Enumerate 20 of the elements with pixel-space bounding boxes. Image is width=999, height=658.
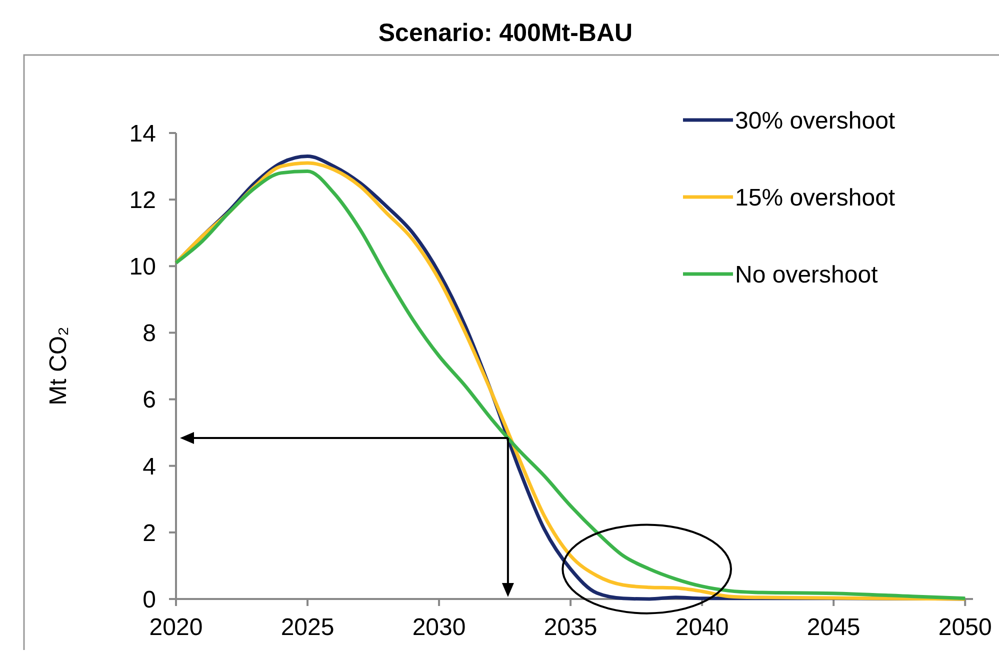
legend-label: 15% overshoot: [735, 184, 896, 212]
legend-label: No overshoot: [735, 261, 878, 288]
x-tick-label: 2040: [675, 614, 729, 641]
x-tick-label: 2035: [544, 614, 598, 641]
legend-label: 30% overshoot: [735, 107, 896, 134]
y-axis-title: Mt CO₂: [45, 326, 72, 406]
y-tick-label: 2: [142, 520, 156, 547]
y-tick-label: 6: [142, 386, 156, 414]
x-tick-label: 2030: [412, 614, 466, 641]
y-tick-label: 8: [142, 320, 156, 348]
x-tick-label: 2020: [149, 614, 203, 641]
y-tick-label: 4: [142, 453, 156, 480]
y-tick-label: 14: [129, 120, 156, 148]
x-tick-label: 2050: [938, 614, 992, 641]
x-tick-label: 2025: [280, 614, 334, 641]
chart-title: Scenario: 400Mt-BAU: [378, 19, 633, 47]
x-tick-label: 2045: [806, 614, 860, 641]
y-tick-label: 12: [129, 186, 156, 214]
y-tick-label: 0: [142, 586, 156, 614]
y-tick-label: 10: [129, 254, 156, 281]
